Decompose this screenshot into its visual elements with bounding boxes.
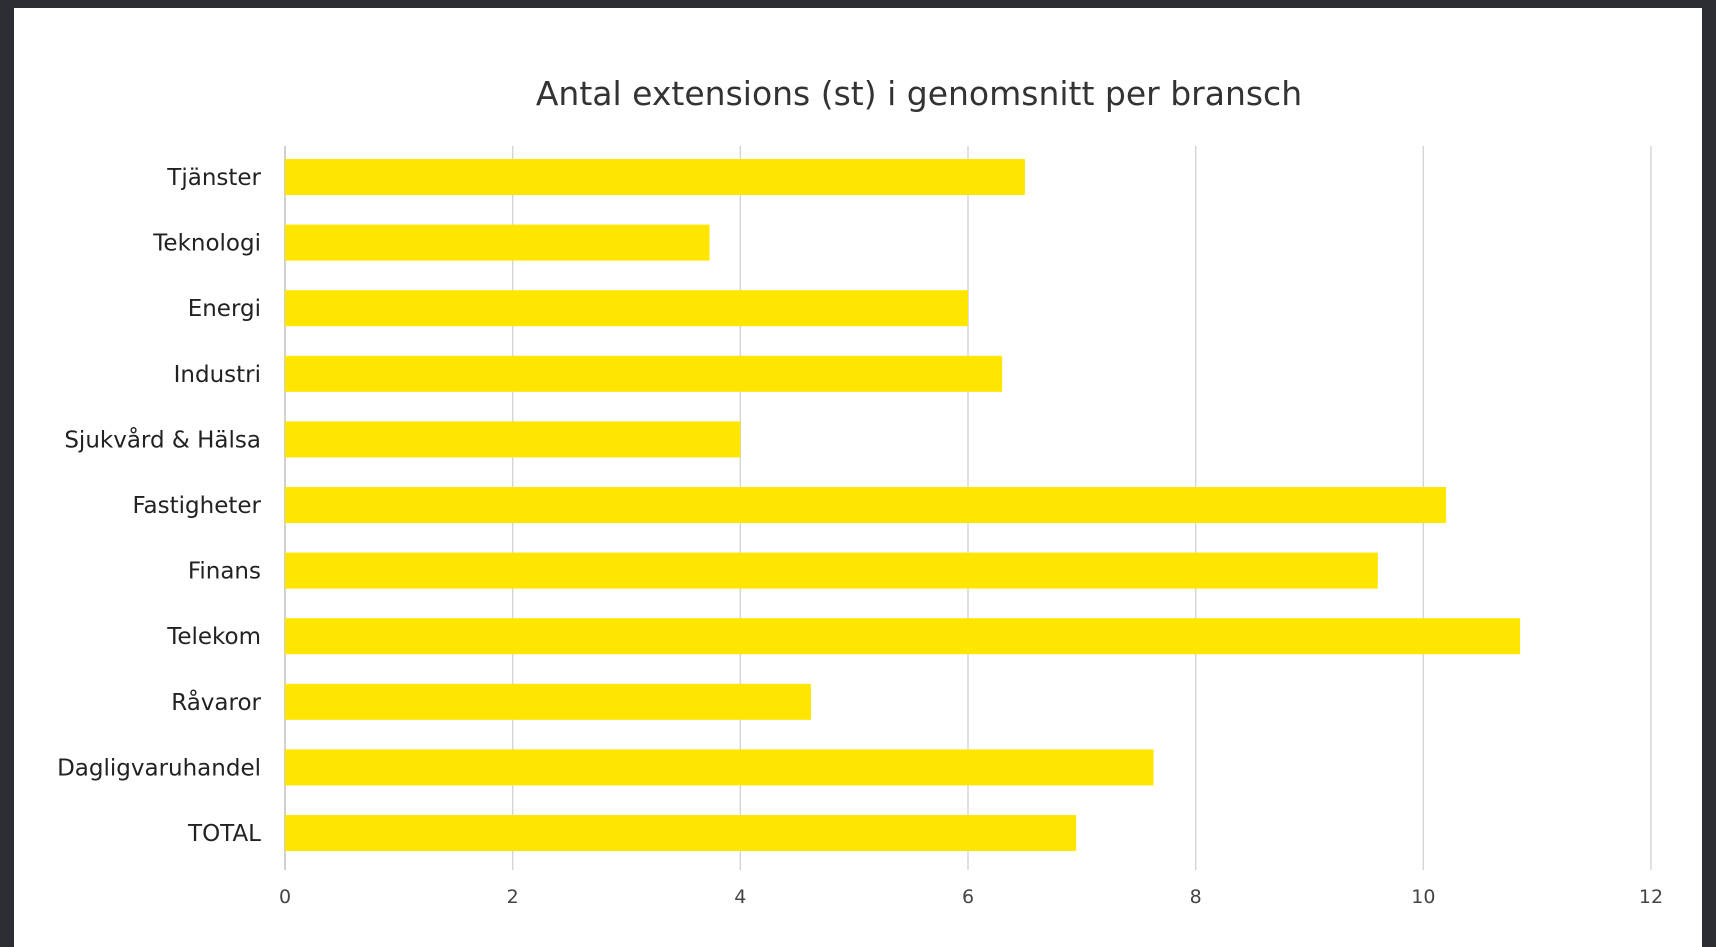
x-tick-label: 2 [507,886,519,908]
bar [285,683,811,720]
category-label: Dagligvaruhandel [57,755,261,781]
category-label: Teknologi [152,231,261,257]
category-label: Finans [188,559,261,585]
category-label: Sjukvård & Hälsa [64,425,261,453]
chart-panel: Antal extensions (st) i genomsnitt per b… [14,8,1702,947]
bars [285,159,1521,851]
bar [285,815,1077,851]
bar [285,552,1378,589]
x-tick-label: 12 [1639,886,1663,908]
x-tick-label: 10 [1411,886,1435,908]
bar [285,159,1025,195]
bar [285,355,1003,392]
category-label: Fastigheter [132,493,261,519]
x-tick-label: 8 [1190,886,1202,908]
bar [285,749,1154,786]
category-label: Telekom [166,624,261,650]
bar [285,290,968,327]
bar [285,224,710,261]
category-label: Tjänster [166,165,261,191]
x-tick-label: 4 [734,886,746,908]
bar-chart: Antal extensions (st) i genomsnitt per b… [57,74,1663,908]
x-tick-label: 0 [279,886,291,908]
category-label: Energi [188,296,261,322]
bar [285,421,741,458]
x-tick-labels: 0 2 4 6 8 10 12 [279,886,1663,908]
x-tick-label: 6 [962,886,974,908]
category-label: TOTAL [187,821,261,847]
chart-title: Antal extensions (st) i genomsnitt per b… [536,74,1302,113]
bar [285,487,1447,523]
category-labels: Tjänster Teknologi Energi Industri Sjukvård … [57,165,261,847]
bar [285,618,1521,655]
category-label: Råvaror [171,688,261,716]
category-label: Industri [174,362,261,388]
